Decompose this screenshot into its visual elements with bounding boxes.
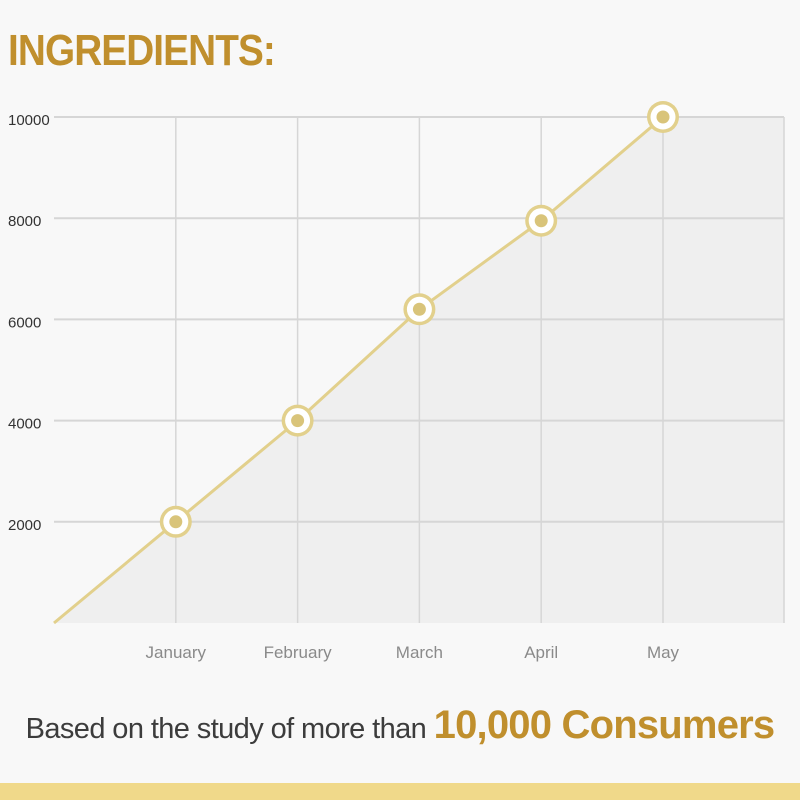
x-tick-label: March (396, 643, 443, 662)
series-line (53, 115, 664, 625)
page-title: INGREDIENTS: (8, 26, 276, 75)
study-caption-prefix: Based on the study of more than (25, 713, 434, 745)
line-chart: 10000 8000 6000 4000 2000 January February Marc… (8, 101, 785, 662)
y-tick-label: 4000 (8, 416, 41, 433)
bottom-accent-bar (0, 783, 800, 800)
study-caption: Based on the study of more than 10,000 C… (0, 703, 800, 748)
x-tick-label: January (146, 643, 207, 662)
y-tick-label: 6000 (8, 314, 41, 331)
study-caption-highlight: 10,000 Consumers (433, 703, 776, 747)
data-point (291, 414, 305, 428)
data-point (656, 110, 670, 124)
y-tick-label: 2000 (8, 517, 41, 534)
x-tick-label: May (647, 643, 680, 662)
x-tick-label: February (264, 643, 333, 662)
y-tick-label: 8000 (8, 213, 41, 230)
data-point (412, 302, 426, 316)
y-tick-label: 10000 (8, 112, 50, 129)
data-point (169, 515, 183, 529)
data-point (534, 214, 548, 228)
x-tick-label: April (524, 643, 558, 662)
